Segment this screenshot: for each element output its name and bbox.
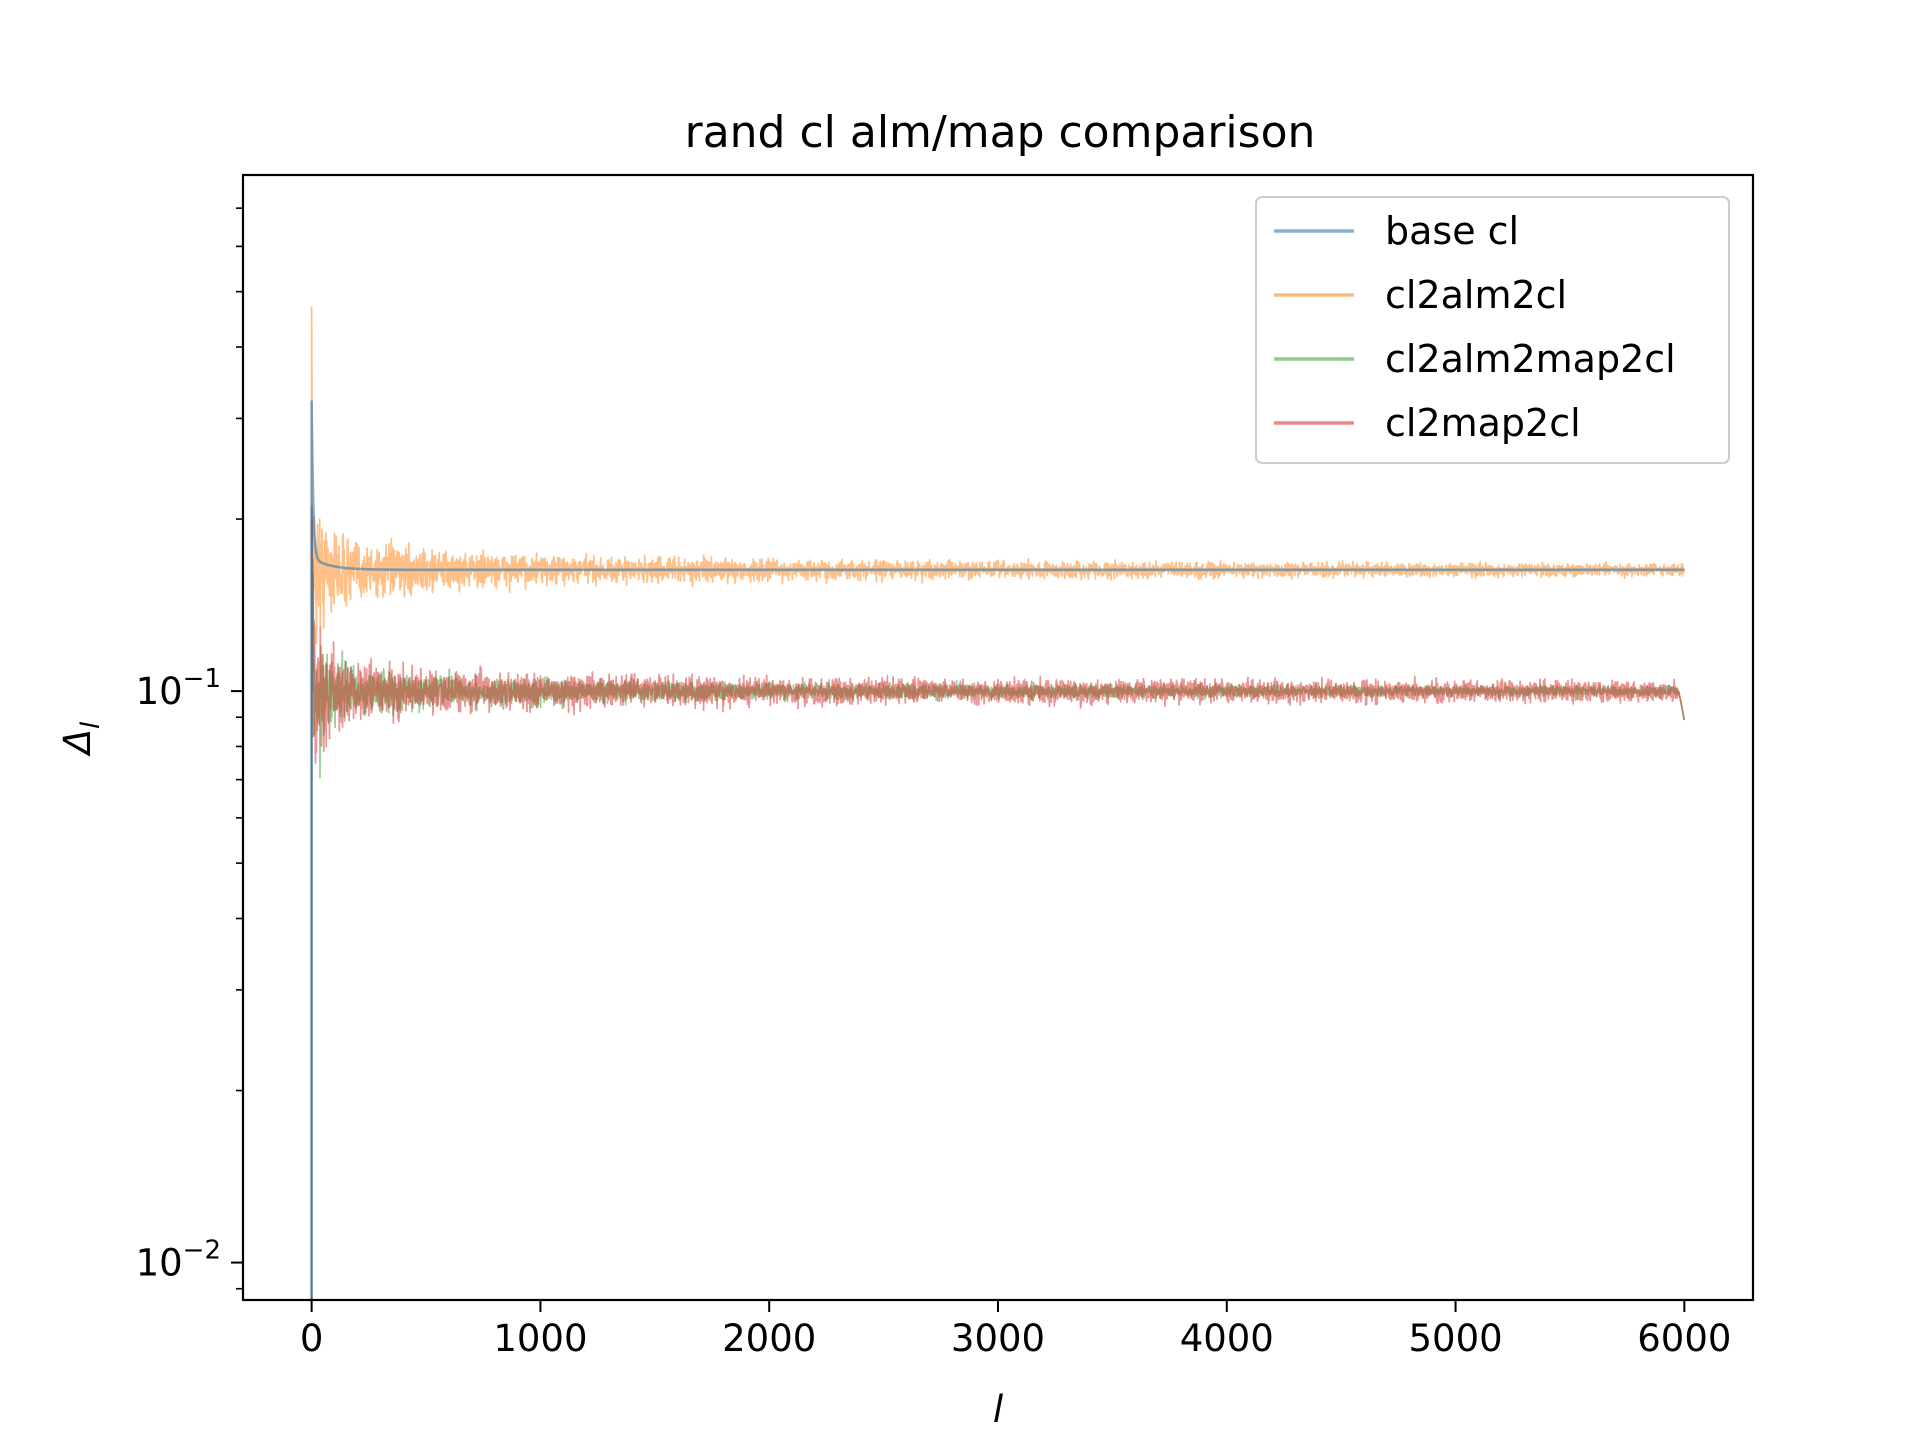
series-layer [310,306,1686,1300]
legend-label: cl2map2cl [1385,401,1581,445]
y-tick-label: 10−2 [136,1236,221,1285]
x-axis: 0 1000 2000 3000 4000 5000 6000 [300,1300,1731,1360]
x-tick-label: 1000 [493,1317,587,1360]
y-axis-label-main: Δ [56,729,99,757]
x-tick-label: 6000 [1637,1317,1731,1360]
series-cl2map2cl [310,506,1686,1300]
y-axis: 10−2 10−1 [136,207,243,1290]
legend-label: cl2alm2cl [1385,273,1567,317]
y-tick-label: 10−1 [136,664,221,713]
series-cl2alm2cl [310,306,1686,1300]
chart-title: rand cl alm/map comparison [685,107,1316,158]
x-tick-label: 4000 [1180,1317,1274,1360]
x-tick-label: 0 [300,1317,324,1360]
x-tick-label: 3000 [951,1317,1045,1360]
y-axis-label: Δl [56,721,106,757]
x-tick-label: 2000 [722,1317,816,1360]
y-axis-label-subscript: l [76,721,106,729]
series-base-cl [310,400,1686,1300]
legend-label: base cl [1385,209,1519,253]
x-axis-label: l [993,1388,1004,1431]
x-tick-label: 5000 [1408,1317,1502,1360]
legend-label: cl2alm2map2cl [1385,337,1676,381]
legend: base cl cl2alm2cl cl2alm2map2cl cl2map2cl [1255,196,1730,464]
legend-box [1255,196,1730,464]
